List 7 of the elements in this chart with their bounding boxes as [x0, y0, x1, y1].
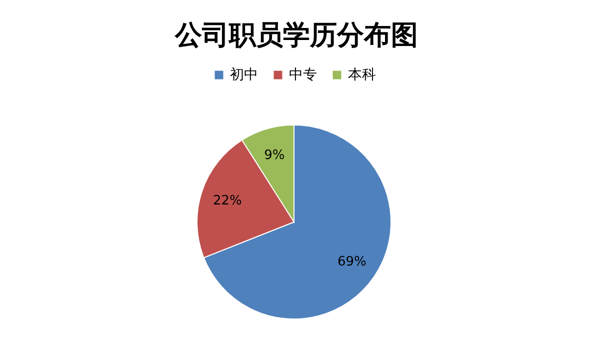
- data-label: 9%: [264, 148, 285, 163]
- chart-title: 公司职员学历分布图: [174, 20, 418, 51]
- legend-label: 本科: [348, 67, 376, 83]
- data-label: 69%: [337, 254, 366, 270]
- legend-label: 初中: [230, 67, 258, 83]
- data-label: 22%: [212, 193, 242, 208]
- legend-label: 中专: [289, 67, 317, 83]
